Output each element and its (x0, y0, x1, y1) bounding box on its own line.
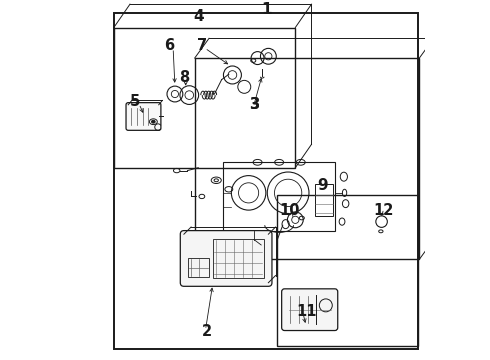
FancyBboxPatch shape (282, 289, 338, 330)
Text: 1: 1 (261, 2, 272, 17)
Text: 6: 6 (165, 38, 174, 53)
Bar (114, 13, 417, 349)
Text: 9: 9 (317, 178, 328, 193)
Text: 3: 3 (249, 97, 259, 112)
Text: 4: 4 (193, 9, 203, 24)
Bar (315, 184, 333, 216)
Text: 5: 5 (130, 94, 141, 109)
Bar (114, 27, 295, 168)
Bar (188, 257, 209, 277)
FancyBboxPatch shape (126, 103, 161, 130)
Bar (277, 195, 417, 346)
Text: 8: 8 (179, 70, 189, 85)
Text: 11: 11 (296, 304, 317, 319)
Text: 3: 3 (249, 97, 259, 112)
Text: 12: 12 (373, 203, 393, 218)
Bar (223, 162, 335, 231)
Bar (213, 239, 264, 278)
FancyBboxPatch shape (180, 231, 272, 286)
Bar (195, 58, 419, 259)
Text: 10: 10 (280, 203, 300, 218)
Ellipse shape (151, 120, 155, 123)
Text: 7: 7 (197, 38, 207, 53)
Text: 2: 2 (202, 324, 212, 339)
